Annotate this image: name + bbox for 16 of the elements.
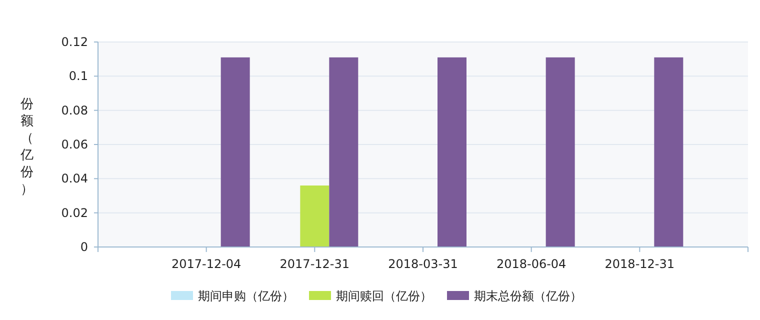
y-tick-label: 0.1 bbox=[68, 69, 88, 84]
y-axis-title: 份额（亿份） bbox=[20, 97, 34, 197]
y-tick-label: 0.06 bbox=[61, 138, 88, 152]
y-tick-label: 0 bbox=[80, 240, 88, 254]
y-tick-label: 0.08 bbox=[61, 103, 88, 118]
y-tick-label: 0.04 bbox=[61, 172, 88, 186]
legend-label: 期末总份额（亿份） bbox=[474, 289, 582, 303]
x-tick-label: 2017-12-04 bbox=[171, 257, 242, 271]
legend-label: 期间赎回（亿份） bbox=[336, 289, 432, 303]
y-tick-label: 0.02 bbox=[61, 206, 88, 220]
y-tick-label: 0.12 bbox=[61, 35, 88, 49]
x-tick-label: 2018-03-31 bbox=[388, 257, 458, 271]
x-tick-label: 2017-12-31 bbox=[280, 257, 350, 271]
legend-label: 期间申购（亿份） bbox=[198, 289, 294, 303]
x-tick-label: 2018-06-04 bbox=[496, 257, 566, 271]
x-tick-label: 2018-12-31 bbox=[604, 257, 675, 271]
